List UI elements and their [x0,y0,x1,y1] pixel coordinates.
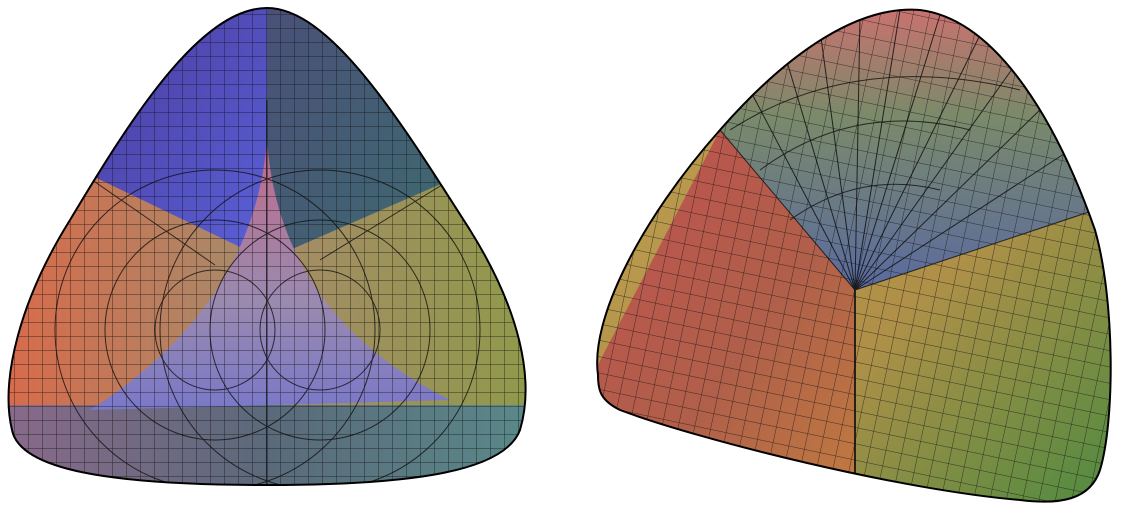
left-outline [7,6,527,487]
right-outline [596,8,1112,503]
right-surface [597,9,1111,502]
left-surface [8,8,526,485]
